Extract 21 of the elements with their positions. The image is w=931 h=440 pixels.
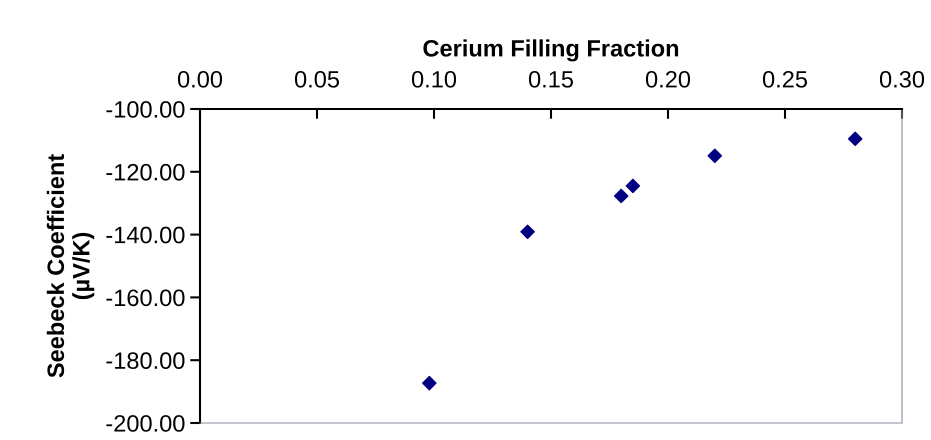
point: [520, 224, 535, 240]
y-tick-label: -120.00: [106, 164, 184, 181]
y-axis-title: Seebeck Coefficient (µV/K): [46, 154, 94, 378]
x-tick-label: 0.05: [294, 70, 339, 88]
point: [614, 188, 628, 204]
point: [626, 178, 640, 194]
x-tick-label: 0.20: [646, 70, 690, 88]
x-tick-label: 0.00: [178, 70, 222, 88]
x-tick-label: 0.25: [762, 70, 807, 88]
point: [708, 148, 722, 164]
y-tick-label: -100.00: [106, 101, 184, 118]
y-tick-label: -160.00: [106, 289, 184, 306]
x-tick-label: 0.30: [880, 70, 924, 88]
y-tick-label: -180.00: [106, 352, 184, 369]
y-tick-label: -200.00: [106, 415, 184, 432]
y-tick-label: -140.00: [106, 226, 184, 244]
x-tick-label: 0.10: [412, 70, 456, 88]
point: [422, 376, 437, 390]
point: [848, 132, 862, 146]
x-tick-label: 0.15: [528, 70, 573, 88]
x-axis-title: Cerium Filling Fraction: [423, 39, 678, 62]
